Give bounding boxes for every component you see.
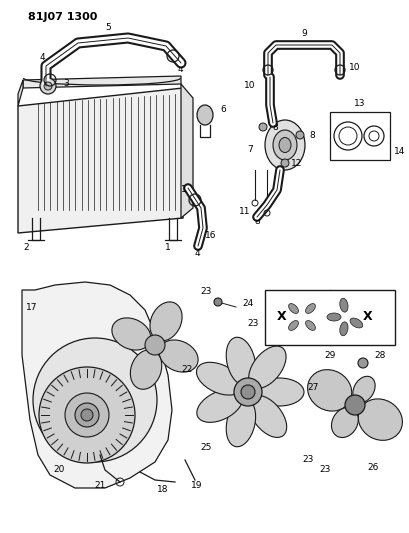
Text: 17: 17	[26, 303, 38, 312]
Text: 8: 8	[308, 131, 314, 140]
Text: 24: 24	[264, 329, 275, 338]
Text: 8: 8	[254, 217, 259, 227]
Text: 15: 15	[181, 185, 192, 195]
Ellipse shape	[357, 399, 402, 440]
Text: 23: 23	[247, 319, 258, 328]
Ellipse shape	[226, 337, 255, 385]
Text: 1: 1	[165, 244, 171, 253]
Text: 7: 7	[247, 146, 252, 155]
Polygon shape	[18, 88, 182, 233]
Ellipse shape	[159, 340, 198, 372]
Text: 22: 22	[181, 366, 192, 375]
Text: 11: 11	[239, 207, 250, 216]
Circle shape	[145, 335, 164, 355]
Ellipse shape	[307, 370, 351, 411]
Text: 10: 10	[348, 62, 360, 71]
Text: 4: 4	[177, 66, 182, 75]
Text: 21: 21	[94, 481, 106, 489]
Ellipse shape	[196, 362, 242, 395]
Text: 18: 18	[157, 486, 169, 495]
Ellipse shape	[248, 346, 285, 389]
Text: 16: 16	[205, 231, 216, 240]
Circle shape	[75, 403, 99, 427]
Text: 4: 4	[39, 53, 45, 62]
Text: X: X	[276, 311, 286, 324]
Ellipse shape	[305, 304, 315, 313]
Circle shape	[44, 82, 52, 90]
Ellipse shape	[248, 395, 286, 438]
Circle shape	[258, 123, 266, 131]
Circle shape	[295, 131, 303, 139]
Ellipse shape	[339, 298, 347, 312]
Ellipse shape	[272, 130, 296, 160]
Circle shape	[234, 378, 261, 406]
Text: 3: 3	[63, 79, 69, 88]
Ellipse shape	[196, 389, 242, 422]
Text: 28: 28	[373, 351, 385, 359]
Text: 26: 26	[366, 463, 378, 472]
Polygon shape	[23, 76, 180, 88]
Bar	[264, 290, 394, 345]
Circle shape	[240, 385, 254, 399]
Ellipse shape	[264, 120, 304, 170]
Ellipse shape	[112, 318, 151, 350]
Text: 29: 29	[324, 351, 335, 359]
Ellipse shape	[349, 318, 362, 328]
Polygon shape	[22, 282, 172, 488]
Text: 27: 27	[307, 383, 318, 392]
Ellipse shape	[326, 313, 340, 321]
Ellipse shape	[305, 320, 315, 330]
Text: 81J07 1300: 81J07 1300	[28, 12, 97, 22]
Ellipse shape	[254, 378, 303, 406]
Ellipse shape	[288, 320, 298, 330]
Ellipse shape	[331, 408, 357, 438]
Text: 2: 2	[23, 244, 29, 253]
Text: 19: 19	[191, 481, 202, 489]
Text: 14: 14	[393, 148, 405, 157]
Text: 5: 5	[105, 23, 110, 33]
Text: 6: 6	[220, 106, 225, 115]
Text: 4: 4	[194, 249, 199, 259]
Text: 20: 20	[53, 465, 65, 474]
Circle shape	[33, 338, 157, 462]
Circle shape	[65, 393, 109, 437]
Ellipse shape	[278, 138, 290, 152]
Ellipse shape	[196, 105, 213, 125]
Text: 25: 25	[200, 442, 211, 451]
Text: 24: 24	[242, 300, 253, 309]
Polygon shape	[18, 80, 23, 106]
Ellipse shape	[130, 350, 162, 389]
Ellipse shape	[150, 302, 182, 341]
Polygon shape	[180, 84, 193, 218]
Text: 23: 23	[200, 287, 211, 296]
Circle shape	[39, 367, 135, 463]
Text: 9: 9	[300, 28, 306, 37]
Text: 23: 23	[301, 456, 313, 464]
Text: 10: 10	[244, 80, 255, 90]
Ellipse shape	[339, 322, 347, 336]
Circle shape	[81, 409, 93, 421]
Circle shape	[280, 159, 288, 167]
Text: 12: 12	[291, 158, 302, 167]
Circle shape	[357, 358, 367, 368]
Ellipse shape	[352, 376, 374, 402]
Ellipse shape	[288, 304, 298, 313]
Circle shape	[213, 298, 221, 306]
Text: 13: 13	[353, 100, 365, 109]
Ellipse shape	[226, 399, 255, 447]
Text: 8: 8	[272, 123, 277, 132]
Circle shape	[344, 395, 364, 415]
Circle shape	[40, 78, 56, 94]
Text: X: X	[362, 311, 372, 324]
Bar	[329, 112, 389, 160]
Text: 23: 23	[319, 465, 330, 474]
